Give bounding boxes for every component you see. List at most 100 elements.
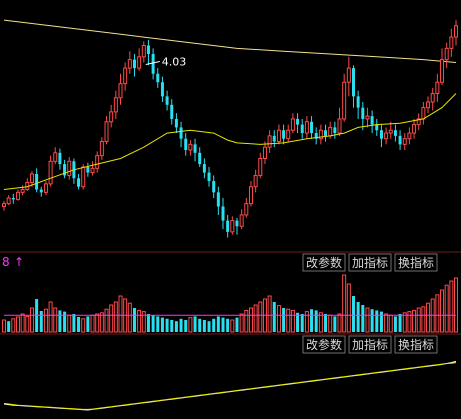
volume-bar-3 [15, 316, 20, 333]
candle-body-27 [127, 59, 132, 69]
volume-bar-70 [328, 314, 333, 333]
candle-body-93 [435, 81, 440, 95]
volume-bar-25 [118, 295, 123, 333]
candle-body-7 [35, 174, 39, 190]
switch-indicator-button-2[interactable] [394, 335, 438, 354]
add-indicator-button-2[interactable] [348, 335, 392, 354]
candle-body-17 [81, 166, 86, 188]
up-arrow-icon: ↑ [14, 255, 24, 269]
volume-bar-10 [48, 301, 53, 333]
volume-bar-17 [81, 318, 86, 333]
volume-bar-22 [104, 308, 109, 333]
volume-bar-2 [11, 318, 16, 333]
volume-bar-50 [235, 317, 239, 332]
candle-body-23 [109, 111, 114, 123]
candle-body-77 [361, 107, 365, 119]
volume-bar-71 [333, 316, 337, 332]
candle-body-94 [440, 59, 445, 83]
volume-bar-59 [276, 305, 281, 333]
volume-bar-91 [426, 302, 431, 333]
volume-bar-48 [226, 318, 230, 332]
volume-bar-30 [141, 311, 146, 333]
candle-body-85 [398, 135, 402, 145]
candle-body-25 [118, 83, 123, 99]
candle-body-19 [90, 167, 95, 174]
volume-bar-16 [77, 317, 81, 332]
volume-bar-35 [165, 318, 169, 332]
volume-bar-74 [346, 283, 351, 333]
candle-body-40 [188, 143, 193, 151]
candle-body-43 [202, 164, 206, 173]
switch-indicator-label-2: 换指标 [398, 337, 434, 352]
candle-body-62 [290, 118, 295, 131]
volume-bar-8 [39, 311, 43, 332]
candle-body-70 [328, 126, 333, 137]
volume-bar-21 [99, 312, 104, 333]
candle-body-33 [156, 73, 160, 83]
candle-body-41 [193, 144, 197, 153]
candle-body-83 [388, 129, 393, 134]
indicator-line-0 [3, 360, 457, 411]
candle-body-51 [239, 214, 244, 227]
add-indicator-button[interactable] [348, 253, 392, 272]
add-indicator-label-2: 加指标 [352, 337, 388, 352]
volume-bar-77 [361, 305, 365, 332]
candle-body-91 [426, 101, 431, 109]
volume-bar-0 [2, 319, 6, 333]
candle-body-48 [226, 220, 230, 232]
candle-body-81 [379, 130, 383, 139]
candle-body-74 [346, 67, 351, 83]
candle-body-42 [198, 152, 202, 165]
candle-body-10 [48, 160, 53, 185]
candle-body-6 [29, 173, 34, 183]
volume-bar-85 [398, 314, 402, 332]
volume-bar-72 [337, 313, 342, 333]
volume-bar-51 [239, 313, 244, 333]
volume-indicator-label: 8 [2, 255, 10, 269]
switch-indicator-button[interactable] [394, 253, 438, 272]
candle-body-14 [67, 160, 72, 176]
edit-params-label-2: 改参数 [306, 337, 342, 352]
candle-body-96 [449, 36, 454, 49]
volume-bar-28 [132, 308, 136, 332]
volume-bar-33 [156, 316, 160, 332]
volume-bar-97 [454, 277, 458, 333]
volume-panel [2, 274, 458, 333]
low-arrow-0 [145, 60, 160, 65]
volume-bar-5 [25, 315, 30, 333]
candle-body-30 [141, 45, 146, 58]
volume-bar-65 [304, 311, 309, 333]
candle-body-21 [99, 141, 104, 157]
volume-bar-18 [86, 316, 90, 332]
volume-bar-82 [384, 313, 389, 333]
volume-bar-24 [113, 301, 118, 333]
candle-body-8 [39, 189, 43, 193]
candle-body-20 [95, 155, 100, 169]
candle-body-39 [184, 138, 188, 150]
volume-bar-46 [216, 316, 220, 332]
candle-body-4 [20, 189, 25, 193]
edit-params-label: 改参数 [306, 255, 342, 270]
edit-params-button-2[interactable] [302, 335, 346, 354]
volume-bar-15 [72, 314, 76, 332]
candle-body-44 [207, 172, 211, 182]
candle-body-46 [216, 192, 220, 207]
candle-body-22 [104, 121, 109, 143]
candle-body-11 [53, 152, 58, 162]
candle-body-34 [160, 82, 164, 97]
candle-body-95 [444, 47, 449, 61]
volume-bar-29 [137, 309, 142, 333]
candle-body-45 [212, 181, 216, 193]
volume-bar-23 [109, 304, 114, 333]
candle-body-32 [151, 54, 155, 74]
edit-params-button[interactable] [302, 253, 346, 272]
low-price-label-0: 4.03 [162, 55, 187, 68]
candle-body-54 [253, 174, 258, 188]
volume-bar-76 [356, 302, 360, 332]
candle-body-2 [11, 198, 15, 200]
volume-bar-6 [29, 307, 34, 333]
volume-bar-90 [421, 306, 426, 333]
candle-body-69 [324, 130, 328, 136]
volume-bar-14 [67, 314, 72, 333]
